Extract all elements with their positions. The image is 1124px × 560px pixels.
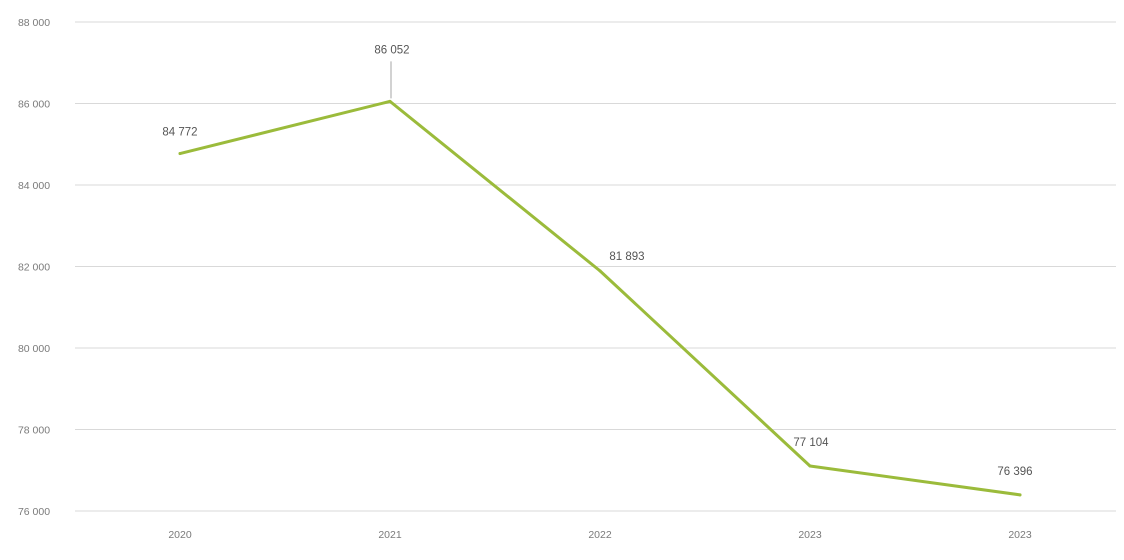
y-tick-label: 82 000 (18, 262, 50, 274)
data-point (808, 464, 812, 468)
data-label: 76 396 (997, 466, 1032, 478)
series-line (178, 99, 1022, 497)
data-point (598, 269, 602, 273)
y-tick-label: 80 000 (18, 343, 50, 355)
data-label: 77 104 (793, 437, 829, 449)
x-tick-label: 2023 (1008, 529, 1032, 541)
data-label: 86 052 (374, 44, 409, 56)
y-tick-label: 86 000 (18, 99, 50, 111)
x-tick-label: 2023 (798, 529, 822, 541)
x-tick-label: 2020 (168, 529, 192, 541)
y-tick-label: 76 000 (18, 506, 50, 518)
data-point (178, 152, 182, 156)
data-point (388, 99, 392, 103)
y-tick-label: 84 000 (18, 180, 50, 192)
data-point (1018, 493, 1022, 497)
series (178, 99, 1022, 497)
data-label: 84 772 (162, 127, 197, 139)
x-tick-label: 2022 (588, 529, 612, 541)
y-axis: 76 000 78 000 80 000 82 000 84 000 86 000 88 0… (18, 17, 50, 518)
y-tick-label: 78 000 (18, 425, 50, 437)
data-labels: 84 772 86 052 81 893 77 104 76 396 (162, 44, 1032, 477)
x-axis: 2020 2021 2022 2023 2023 (168, 529, 1032, 541)
x-tick-label: 2021 (378, 529, 402, 541)
gridlines (75, 21, 1116, 512)
y-tick-label: 88 000 (18, 17, 50, 29)
data-label: 81 893 (609, 251, 644, 263)
